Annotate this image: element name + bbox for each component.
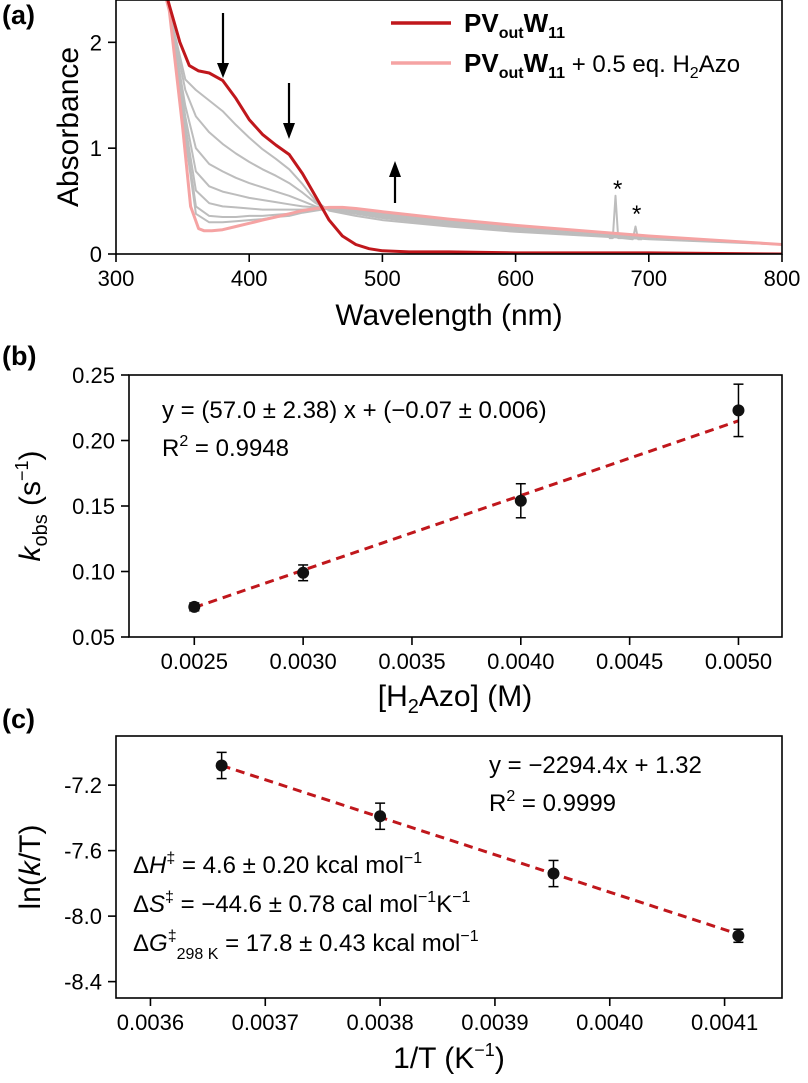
series-line-intermediate [165,0,782,246]
x-tick-label: 0.0030 [269,649,336,674]
peak-asterisk: * [632,201,641,228]
panel-b-ticks: 0.0025 0.0030 0.0035 0.0040 0.0045 0.0050 0.05… [72,363,772,674]
x-tick-label: 400 [231,266,268,291]
fit-line [221,764,739,936]
panel-a-spectra [164,0,782,254]
x-tick-label: 0.0045 [596,649,663,674]
panel-c-plot [215,751,745,944]
data-point [732,929,745,942]
panel-c-xlabel: 1/T (K−1) [393,1040,505,1075]
data-point [297,566,310,579]
y-tick-label: 0.05 [72,625,115,650]
x-tick-label: 300 [98,266,135,291]
panel-b-label: (b) [2,341,36,371]
y-tick-label: 0.25 [72,363,115,388]
y-tick-label: 0 [90,242,102,267]
x-tick-label: 0.0050 [705,649,772,674]
y-tick-label: 1 [90,136,102,161]
panel-a-frame [115,0,783,255]
thermo-entropy: ΔS‡ = −44.6 ± 0.78 cal mol−1K−1 [133,889,471,918]
x-tick-label: 0.0039 [461,1010,528,1035]
panel-b-xlabel: [H2Azo] (M) [378,680,532,718]
panel-c-label: (c) [2,704,35,734]
panel-c-frame [115,735,783,999]
thermo-gibbs: ΔG‡298 K = 17.8 ± 0.43 kcal mol−1 [133,928,479,963]
panel-b-r2: R2 = 0.9948 [162,433,289,462]
panel-a-label: (a) [2,0,35,30]
series-line-pv-h2azo [164,0,782,246]
y-tick-label: -7.6 [64,839,102,864]
panel-c-ticks: 0.0036 0.0037 0.0038 0.0039 0.0040 0.0041 -7.2… [64,773,758,1035]
x-tick-label: 0.0040 [576,1010,643,1035]
panel-a-ticks: 300 400 500 600 700 800 0 1 2 [90,30,801,291]
series-line-pv [166,0,782,254]
panel-b-equation: y = (57.0 ± 2.38) x + (−0.07 ± 0.006) [162,397,547,424]
panel-c: (c) 0.0036 0.0037 0.0038 0.0039 0.0040 0.0041… [2,704,783,1075]
x-tick-label: 0.0040 [487,649,554,674]
panel-c-equation: y = −2294.4x + 1.32 [489,752,702,779]
series-line-intermediate [165,0,782,246]
series-line-intermediate [165,0,782,246]
y-tick-label: -8.4 [64,970,102,995]
x-tick-label: 0.0037 [232,1010,299,1035]
panel-b-ylabel: kobs (s−1) [12,450,52,561]
panel-a-legend: PVoutW11 PVoutW11 + 0.5 eq. H2Azo [391,8,740,82]
series-line-intermediate [165,0,782,246]
data-point [188,600,201,613]
panel-b: (b) 0.0025 0.0030 0.0035 0.0040 0.0045 0.0050… [2,341,783,718]
data-point [732,404,745,417]
y-tick-label: 0.20 [72,429,115,454]
series-line-intermediate [165,0,782,246]
panel-c-ylabel: ln(k/T) [14,825,47,910]
data-point [215,759,228,772]
fit-line [193,419,739,609]
x-tick-label: 700 [630,266,667,291]
panel-a-ylabel: Absorbance [52,47,85,207]
x-tick-label: 0.0025 [161,649,228,674]
x-tick-label: 0.0035 [378,649,445,674]
x-tick-label: 500 [364,266,401,291]
y-tick-label: -7.2 [64,773,102,798]
y-tick-label: 0.15 [72,494,115,519]
x-tick-label: 0.0041 [691,1010,758,1035]
panel-b-plot [188,383,745,613]
panel-a: (a) 300 400 500 600 700 800 0 1 2 Wavelength (nm… [2,0,800,332]
peak-asterisk: * [613,176,622,203]
y-tick-label: 0.10 [72,560,115,585]
x-tick-label: 800 [764,266,801,291]
series-line-intermediate [165,0,782,246]
y-tick-label: 2 [90,30,102,55]
x-tick-label: 600 [497,266,534,291]
panel-c-r2: R2 = 0.9999 [489,788,616,817]
up-arrow-icon [389,161,401,203]
legend-entry-pv: PVoutW11 [464,8,565,42]
thermo-enthalpy: ΔH‡ = 4.6 ± 0.20 kcal mol−1 [133,850,422,879]
data-point [514,494,527,507]
down-arrow-icon [217,13,229,78]
data-point [374,810,387,823]
x-tick-label: 0.0038 [346,1010,413,1035]
legend-entry-pv-h2azo: PVoutW11 + 0.5 eq. H2Azo [464,48,740,82]
y-tick-label: -8.0 [64,904,102,929]
series-line-intermediate [165,0,782,246]
data-point [547,867,560,880]
down-arrow-icon [283,83,295,139]
x-tick-label: 0.0036 [117,1010,184,1035]
panel-a-xlabel: Wavelength (nm) [335,299,562,332]
